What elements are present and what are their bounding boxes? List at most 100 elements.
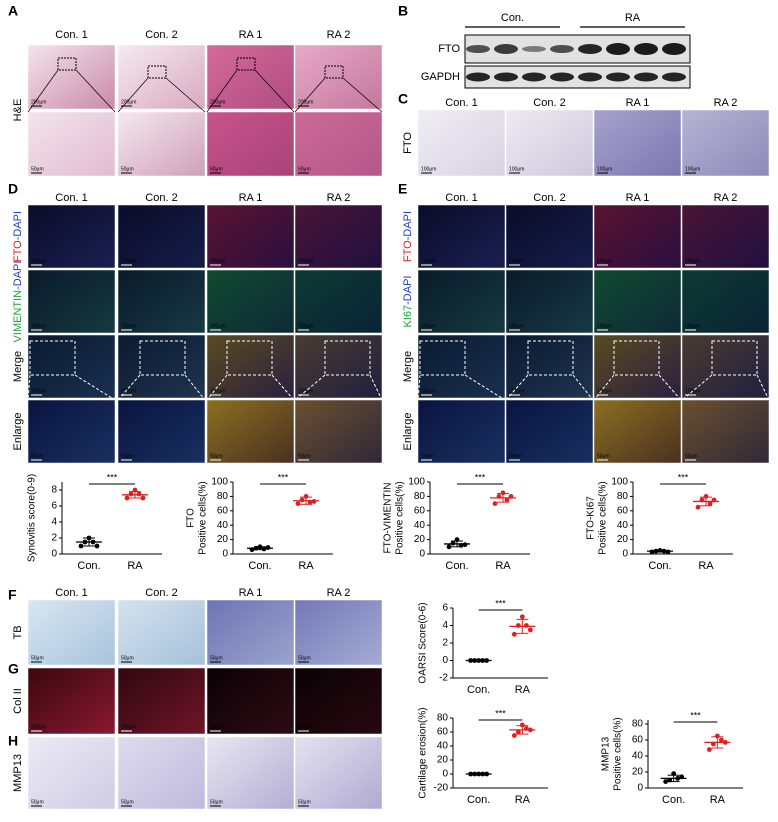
scale-label: 50μm xyxy=(210,453,223,459)
data-point xyxy=(649,549,655,555)
y-tick-label: 60 xyxy=(617,505,629,516)
scale-label: 50μm xyxy=(121,453,134,459)
scale-label: 200μm xyxy=(31,724,46,730)
blot-band xyxy=(606,43,630,55)
scale-label: 200μm xyxy=(298,724,313,730)
scale-label: 100μm xyxy=(31,323,46,329)
data-point xyxy=(446,544,452,550)
cartilage-image xyxy=(294,736,383,810)
y-axis-label: OARSI Score(0-6) xyxy=(418,602,429,683)
data-point xyxy=(140,495,146,501)
scale-label: 100μm xyxy=(298,323,313,329)
significance: *** xyxy=(495,708,506,718)
blot xyxy=(464,65,691,89)
fluorescence-image xyxy=(27,399,116,464)
y-tick-label: 100 xyxy=(611,477,628,488)
scale-label: 50μm xyxy=(597,453,610,459)
zoom-line xyxy=(681,374,713,401)
data-point xyxy=(492,501,498,506)
scale-label: 100μm xyxy=(421,258,436,264)
y-tick-label: 40 xyxy=(632,751,644,762)
cartilage-image xyxy=(27,736,116,810)
row-label-part: VIMENTIN xyxy=(12,290,24,343)
cartilage-image xyxy=(206,736,295,810)
fluorescence-image xyxy=(417,269,506,334)
zoom-line xyxy=(206,69,238,113)
fluorescence-image xyxy=(505,204,594,269)
scale-label: 50μm xyxy=(298,655,311,661)
x-tick-label: RA xyxy=(710,794,726,806)
band-label: GAPDH xyxy=(421,71,460,83)
column-header: Con. 1 xyxy=(445,192,477,204)
scale-label: 200μm xyxy=(210,99,225,105)
zoom-box xyxy=(613,340,660,376)
fluorescence-image xyxy=(593,204,682,269)
scale-label: 100μm xyxy=(509,323,524,329)
fluorescence-image xyxy=(117,399,206,464)
scale-label: 50μm xyxy=(31,453,44,459)
fluorescence-image xyxy=(206,334,295,399)
scale-label: 50μm xyxy=(31,655,44,661)
fluorescence-image xyxy=(681,269,770,334)
fluorescence-image xyxy=(294,334,383,399)
panel-letter: B xyxy=(398,3,408,19)
scale-label: 50μm xyxy=(121,166,134,172)
cartilage-image xyxy=(206,599,295,666)
row-label-part: FTO xyxy=(12,240,24,262)
x-tick-label: Con. xyxy=(662,794,685,806)
y-axis-label: MMP13 xyxy=(601,736,612,771)
he-image xyxy=(294,44,383,110)
scale-label: 100μm xyxy=(509,166,524,172)
fluorescence-image xyxy=(681,334,770,399)
y-axis-label: Positive cells(%) xyxy=(598,481,609,554)
significance: *** xyxy=(690,710,701,720)
scale-label: 100μm xyxy=(421,166,436,172)
blot-band xyxy=(578,44,602,54)
fluorescence-image xyxy=(681,204,770,269)
y-tick-label: 0 xyxy=(51,549,57,560)
y-tick-label: 100 xyxy=(408,477,425,488)
scale-label: 100μm xyxy=(509,388,524,394)
y-tick-label: 6 xyxy=(51,501,57,512)
x-tick-label: Con. xyxy=(77,560,100,572)
zoom-box xyxy=(226,340,273,376)
fluorescence-image xyxy=(593,334,682,399)
row-label: H&E xyxy=(12,99,24,122)
scale-label: 50μm xyxy=(121,799,134,805)
fluorescence-image xyxy=(593,399,682,464)
fluorescence-image xyxy=(505,269,594,334)
scale-label: 50μm xyxy=(298,799,311,805)
data-point xyxy=(124,495,130,501)
blot-band xyxy=(634,72,658,82)
scale-label: 100μm xyxy=(509,258,524,264)
column-header: RA 2 xyxy=(714,192,738,204)
x-tick-label: Con. xyxy=(467,794,490,806)
row-label-part: -DAPI xyxy=(12,261,24,290)
x-tick-label: RA xyxy=(515,794,531,806)
scale-label: 50μm xyxy=(210,799,223,805)
scale-label: 100μm xyxy=(31,388,46,394)
data-point xyxy=(295,501,301,506)
scale-label: 100μm xyxy=(210,323,225,329)
row-label: Enlarge xyxy=(12,413,24,451)
y-tick-label: 20 xyxy=(437,755,449,766)
data-point xyxy=(695,504,701,510)
data-point xyxy=(311,499,317,504)
panel-letter: C xyxy=(398,91,408,107)
column-header: RA 2 xyxy=(327,29,351,41)
x-tick-label: Con. xyxy=(467,684,490,696)
data-point xyxy=(665,549,671,555)
y-tick-label: 4 xyxy=(442,620,448,631)
y-tick-label: 100 xyxy=(211,477,228,488)
cartilage-image xyxy=(27,667,116,735)
fluorescence-image xyxy=(593,269,682,334)
scale-label: 200μm xyxy=(121,99,136,105)
column-header: Con. 2 xyxy=(533,97,565,109)
blot-band xyxy=(634,43,658,55)
cartilage-image xyxy=(206,667,295,735)
significance: *** xyxy=(678,472,689,482)
data-point xyxy=(663,779,669,784)
scale-label: 100μm xyxy=(121,388,136,394)
scale-label: 100μm xyxy=(298,258,313,264)
scale-label: 50μm xyxy=(31,166,44,172)
